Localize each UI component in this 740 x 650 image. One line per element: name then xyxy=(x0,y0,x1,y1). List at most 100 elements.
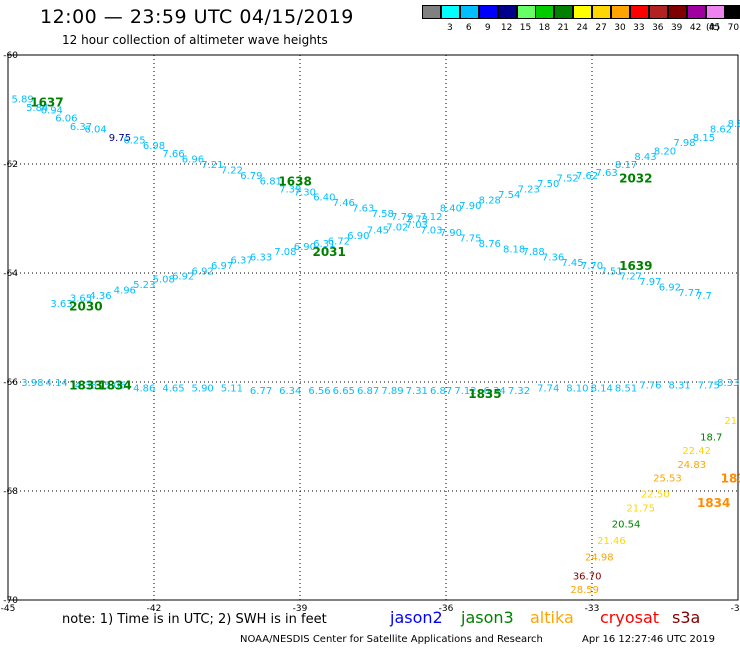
color-scale-swatch xyxy=(554,5,574,19)
wave-height-point: 6.31 xyxy=(313,239,335,250)
color-scale-label: 30 xyxy=(614,23,626,33)
wave-height-point: 7.89 xyxy=(381,386,403,397)
wave-height-point: 5.06 xyxy=(104,381,126,392)
wave-height-point: 7.7 xyxy=(696,291,712,302)
color-scale-swatch xyxy=(724,5,740,19)
wave-height-point: 6.92 xyxy=(172,272,194,283)
footer-note: note: 1) Time is in UTC; 2) SWH is in fe… xyxy=(62,612,327,627)
wave-height-point: 6.98 xyxy=(143,141,165,152)
wave-height-point: 7.03 xyxy=(420,225,442,236)
wave-height-point: 7.22 xyxy=(221,165,243,176)
wave-height-point: 7.74 xyxy=(537,383,559,394)
wave-height-point: 4.96 xyxy=(114,285,136,296)
color-scale-label: 21 xyxy=(557,23,570,33)
y-tick-label: -68 xyxy=(3,487,18,497)
wave-height-point: 6.06 xyxy=(55,114,77,125)
satellite-legend-s3a: s3a xyxy=(672,608,701,627)
wave-height-point: 7.63 xyxy=(352,204,374,215)
color-scale-label: 3 xyxy=(447,23,453,33)
wave-height-point: 7.66 xyxy=(162,149,184,160)
wave-height-point: 5.23 xyxy=(133,280,155,291)
wave-height-point: 28.59 xyxy=(570,585,599,596)
wave-height-point: 7.97 xyxy=(639,277,661,288)
wave-height-point: 5.84 xyxy=(26,103,48,114)
wave-height-point: 7.63 xyxy=(595,168,617,179)
wave-height-point: 8.28 xyxy=(479,195,501,206)
wave-height-point: 8.62 xyxy=(710,125,732,136)
color-scale-swatch xyxy=(440,5,460,19)
color-scale-swatch xyxy=(573,5,593,19)
wave-height-point: 20.54 xyxy=(612,520,641,531)
color-scale-swatch xyxy=(648,5,668,19)
wave-height-point: 6.97 xyxy=(211,261,233,272)
color-scale-label: 15 xyxy=(519,23,532,33)
wave-height-point: 7.12 xyxy=(454,386,476,397)
wave-height-point: 24.98 xyxy=(585,552,614,563)
x-tick-label: -42 xyxy=(147,604,162,614)
wave-height-point: 7.90 xyxy=(459,201,481,212)
time-annotation: 2030 xyxy=(69,300,102,314)
color-scale-label: 24 xyxy=(576,23,588,33)
wave-height-point: 22.50 xyxy=(641,490,670,501)
wave-height-point: 3.63 xyxy=(50,299,72,310)
wave-height-point: 21.75 xyxy=(626,503,655,514)
wave-height-point: 7.27 xyxy=(620,272,642,283)
wave-height-point: 7.50 xyxy=(537,179,559,190)
time-annotation: 1639 xyxy=(619,259,652,273)
time-annotation: 2032 xyxy=(619,172,652,186)
wave-height-point: 7.73 xyxy=(406,215,428,226)
color-scale-swatch xyxy=(478,5,498,19)
wave-height-point: 6.94 xyxy=(41,106,63,117)
wave-height-point: 3.98 xyxy=(21,378,43,389)
wave-height-point: 6.90 xyxy=(294,242,316,253)
wave-height-point: 6.92 xyxy=(192,266,214,277)
color-scale-label: 33 xyxy=(633,23,645,33)
wave-height-point: 7.76 xyxy=(639,381,661,392)
satellite-legend-altika: altika xyxy=(530,608,574,627)
y-tick-label: -62 xyxy=(3,160,18,170)
wave-height-point: 7.51 xyxy=(600,266,622,277)
time-annotation: 1834 xyxy=(98,379,131,393)
chart-subtitle: 12 hour collection of altimeter wave hei… xyxy=(62,33,328,47)
wave-height-point: 7.45 xyxy=(561,258,583,269)
color-scale-swatch xyxy=(516,5,536,19)
color-scale-swatch xyxy=(667,5,687,19)
wave-height-point: 18.7 xyxy=(700,433,722,444)
x-tick-label: -33 xyxy=(585,604,600,614)
wave-height-point: 6.77 xyxy=(250,386,272,397)
time-annotation: 1835 xyxy=(468,387,501,401)
color-scale-swatch xyxy=(497,5,517,19)
color-scale-label: 27 xyxy=(595,23,607,33)
wave-height-point: 7.12 xyxy=(420,212,442,223)
wave-height-point: 7.31 xyxy=(406,386,428,397)
color-scale-label: 70 xyxy=(727,23,740,33)
wave-height-point: 7.88 xyxy=(522,247,544,258)
wave-height-point: 8.51 xyxy=(615,383,637,394)
color-scale-swatch xyxy=(705,5,725,19)
wave-height-point: 6.90 xyxy=(347,231,369,242)
wave-height-point: 9.75 xyxy=(109,133,131,144)
time-annotation: 1833 xyxy=(69,379,102,393)
wave-height-point: 5.08 xyxy=(153,274,175,285)
wave-height-point: 8.40 xyxy=(440,204,462,215)
wave-height-point: 7.58 xyxy=(372,209,394,220)
plot-frame xyxy=(7,54,739,601)
wave-height-point: 6.87 xyxy=(357,386,379,397)
color-scale-label: 36 xyxy=(652,23,664,33)
wave-height-point: 7.23 xyxy=(518,185,540,196)
wave-height-point: 7.45 xyxy=(367,225,389,236)
wave-height-point: 6.37 xyxy=(70,122,92,133)
wave-height-point: 6.79 xyxy=(240,171,262,182)
color-scale-swatch xyxy=(535,5,555,19)
color-scale-swatch xyxy=(592,5,612,19)
wave-height-point: 7.02 xyxy=(386,223,408,234)
wave-height-point: 7.03 xyxy=(406,220,428,231)
wave-height-point: 4.65 xyxy=(162,383,184,394)
wave-height-point: 7.98 xyxy=(673,138,695,149)
wave-height-point: 7.46 xyxy=(333,198,355,209)
wave-height-point: 7.90 xyxy=(440,228,462,239)
color-scale-swatch xyxy=(459,5,479,19)
color-scale-label: 45 xyxy=(708,23,721,33)
wave-height-point: 6.87 xyxy=(430,386,452,397)
